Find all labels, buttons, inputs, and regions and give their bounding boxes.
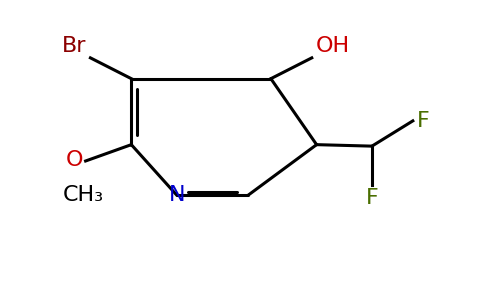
Text: CH₃: CH₃: [62, 185, 104, 205]
Text: N: N: [169, 185, 185, 206]
Text: Br: Br: [62, 36, 87, 56]
Text: F: F: [417, 111, 429, 131]
Text: F: F: [365, 188, 378, 208]
Text: O: O: [66, 150, 83, 170]
Text: OH: OH: [316, 36, 350, 56]
